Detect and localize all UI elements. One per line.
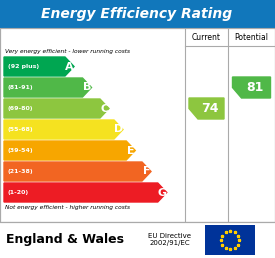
Text: B: B — [83, 83, 91, 93]
Text: Not energy efficient - higher running costs: Not energy efficient - higher running co… — [5, 205, 130, 209]
Polygon shape — [232, 77, 271, 98]
Text: EU Directive
2002/91/EC: EU Directive 2002/91/EC — [148, 233, 191, 246]
Text: C: C — [100, 103, 109, 114]
Text: E: E — [127, 146, 134, 156]
Text: (39-54): (39-54) — [8, 148, 34, 153]
Text: 74: 74 — [201, 102, 218, 115]
Text: (69-80): (69-80) — [8, 106, 34, 111]
Text: (92 plus): (92 plus) — [8, 64, 39, 69]
Text: (55-68): (55-68) — [8, 127, 34, 132]
Polygon shape — [4, 57, 74, 76]
Polygon shape — [4, 99, 109, 118]
Text: A: A — [65, 61, 74, 71]
Text: F: F — [143, 166, 150, 176]
Bar — [0, 28, 275, 222]
Text: (1-20): (1-20) — [8, 190, 29, 195]
Polygon shape — [4, 141, 135, 160]
Text: D: D — [114, 125, 123, 134]
Text: (81-91): (81-91) — [8, 85, 34, 90]
Bar — [0, 28, 275, 222]
Polygon shape — [4, 183, 167, 202]
Text: G: G — [158, 188, 167, 198]
Text: Energy Efficiency Rating: Energy Efficiency Rating — [42, 7, 233, 21]
Polygon shape — [4, 162, 151, 181]
Text: Very energy efficient - lower running costs: Very energy efficient - lower running co… — [5, 50, 130, 54]
Text: Potential: Potential — [235, 33, 268, 42]
Text: 81: 81 — [246, 81, 263, 94]
Bar — [0, 0, 275, 28]
Bar — [205, 225, 255, 255]
Text: Current: Current — [192, 33, 221, 42]
Text: (21-38): (21-38) — [8, 169, 34, 174]
Polygon shape — [4, 78, 92, 97]
Bar — [0, 222, 275, 258]
Polygon shape — [4, 120, 123, 139]
Text: England & Wales: England & Wales — [6, 233, 124, 246]
Polygon shape — [189, 98, 224, 119]
